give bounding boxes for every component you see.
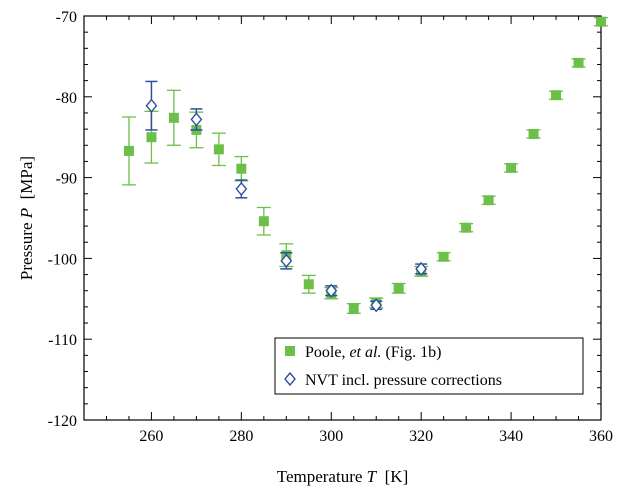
data-point-poole bbox=[596, 16, 606, 27]
data-point-poole bbox=[506, 162, 517, 173]
y-tick-label: -70 bbox=[56, 9, 77, 26]
data-point-poole bbox=[146, 132, 157, 143]
x-tick-label: 260 bbox=[139, 428, 163, 445]
legend-label-poole: Poole, et al. (Fig. 1b) bbox=[305, 344, 441, 361]
data-point-poole bbox=[438, 251, 449, 262]
data-point-poole bbox=[348, 303, 359, 314]
y-axis-label-unit: [MPa] bbox=[17, 156, 36, 208]
legend-marker-nvt bbox=[284, 371, 296, 387]
data-point-nvt bbox=[280, 253, 293, 268]
x-axis-label-prefix: Temperature bbox=[277, 467, 367, 486]
x-axis-label: Temperature T [K] bbox=[277, 467, 408, 486]
data-point-poole bbox=[123, 145, 134, 156]
data-point-poole bbox=[461, 222, 472, 233]
data-point-nvt bbox=[235, 181, 248, 197]
data-point-nvt bbox=[370, 298, 383, 313]
y-axis-label: Pressure P [MPa] bbox=[17, 156, 36, 280]
data-point-nvt bbox=[190, 112, 203, 127]
y-tick-label: -120 bbox=[48, 413, 77, 430]
y-axis-label-prefix: Pressure bbox=[17, 218, 36, 280]
y-tick-label: -110 bbox=[48, 332, 77, 349]
data-point-poole bbox=[528, 128, 539, 139]
legend-box bbox=[274, 337, 584, 395]
data-point-poole bbox=[236, 163, 247, 174]
x-axis-label-unit: [K] bbox=[376, 467, 408, 486]
axes-layer: 260 280 300 320 340 360 -120 -110 -100 -90 -80 -70 bbox=[48, 9, 613, 445]
data-point-poole bbox=[258, 216, 269, 227]
data-point-poole bbox=[303, 279, 314, 290]
x-tick-label: 340 bbox=[499, 428, 523, 445]
marks-layer bbox=[121, 16, 608, 314]
plot-frame bbox=[83, 15, 602, 421]
data-point-poole bbox=[573, 57, 584, 68]
x-tick-label: 300 bbox=[319, 428, 343, 445]
legend-marker-poole bbox=[285, 346, 295, 356]
legend-label-nvt: NVT incl. pressure corrections bbox=[305, 372, 502, 389]
data-point-poole bbox=[551, 90, 562, 101]
data-point-nvt bbox=[325, 283, 338, 298]
x-axis-label-symbol: T bbox=[367, 467, 378, 486]
data-point-poole bbox=[213, 144, 224, 155]
y-tick-label: -80 bbox=[56, 90, 77, 107]
legend: Poole, et al. (Fig. 1b) NVT incl. pressu… bbox=[274, 337, 584, 395]
x-tick-label: 280 bbox=[229, 428, 253, 445]
y-tick-label: -100 bbox=[48, 251, 77, 268]
data-point-poole bbox=[168, 112, 179, 123]
x-tick-label: 360 bbox=[589, 428, 613, 445]
y-tick-label: -90 bbox=[56, 171, 77, 188]
data-point-nvt bbox=[415, 261, 428, 276]
legend-label-poole-part-3: (Fig. 1b) bbox=[381, 344, 441, 361]
data-point-poole bbox=[483, 195, 494, 206]
y-axis-label-symbol: P bbox=[17, 208, 36, 219]
data-point-poole bbox=[393, 283, 404, 294]
data-point-nvt bbox=[145, 98, 158, 113]
legend-label-poole-part-2: et al. bbox=[349, 344, 381, 361]
x-tick-label: 320 bbox=[409, 428, 433, 445]
legend-label-poole-part-1: Poole, bbox=[305, 344, 349, 361]
